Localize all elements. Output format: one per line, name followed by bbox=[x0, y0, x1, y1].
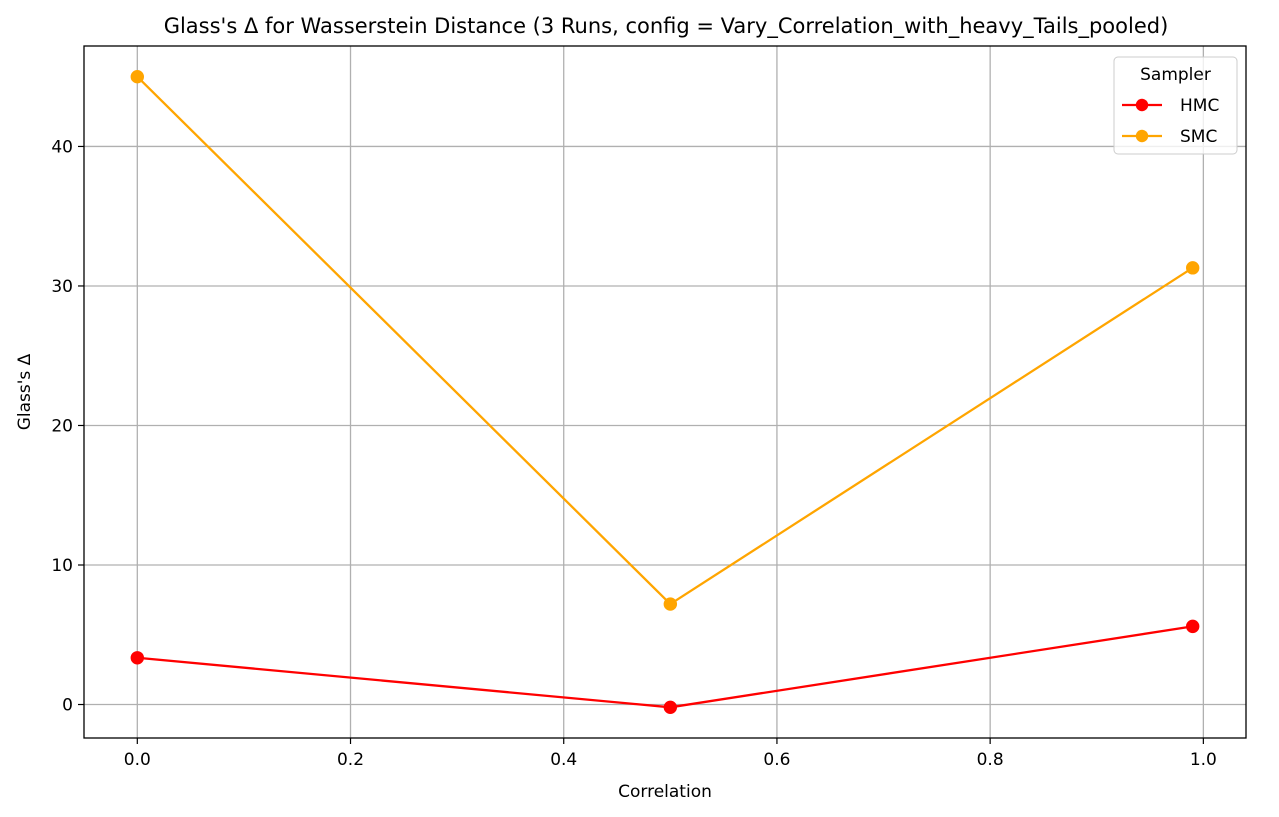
legend-label-smc: SMC bbox=[1180, 127, 1217, 147]
legend-marker-hmc bbox=[1135, 98, 1149, 112]
series-line-smc bbox=[136, 75, 1194, 606]
grid bbox=[84, 46, 1246, 738]
x-tick-label: 0.4 bbox=[550, 750, 577, 770]
data-point-smc bbox=[1185, 261, 1200, 275]
plot-frame bbox=[83, 45, 1247, 739]
legend-marker-smc bbox=[1135, 129, 1149, 143]
data-point-hmc bbox=[130, 651, 145, 665]
y-tick-label: 0 bbox=[62, 696, 73, 716]
series-layer bbox=[130, 69, 1200, 715]
ticks: 0.0 0.2 0.4 0.6 0.8 1.0 0 10 20 30 40 bbox=[51, 137, 1217, 770]
legend: Sampler HMC SMC bbox=[1113, 56, 1238, 155]
legend-label-hmc: HMC bbox=[1180, 96, 1219, 116]
y-axis-label: Glass's Δ bbox=[15, 353, 35, 430]
x-tick-label: 0.6 bbox=[763, 750, 790, 770]
x-tick-label: 1.0 bbox=[1190, 750, 1217, 770]
y-tick-label: 40 bbox=[51, 137, 73, 157]
x-tick-label: 0.2 bbox=[337, 750, 364, 770]
legend-title: Sampler bbox=[1140, 65, 1211, 85]
legend-box bbox=[1113, 56, 1238, 155]
y-tick-label: 30 bbox=[51, 277, 73, 297]
data-point-hmc bbox=[663, 700, 678, 715]
chart-title: Glass's Δ for Wasserstein Distance (3 Ru… bbox=[164, 14, 1169, 39]
y-tick-label: 10 bbox=[51, 556, 73, 576]
x-tick-label: 0.0 bbox=[124, 750, 151, 770]
y-tick-label: 20 bbox=[51, 416, 73, 436]
x-tick-label: 0.8 bbox=[977, 750, 1004, 770]
series-smc bbox=[130, 69, 1200, 611]
legend-items: HMC SMC bbox=[1122, 96, 1219, 147]
data-point-hmc bbox=[1185, 619, 1200, 634]
series-hmc bbox=[130, 619, 1200, 715]
series-line-hmc bbox=[137, 625, 1193, 709]
x-axis-label: Correlation bbox=[618, 782, 712, 802]
data-point-smc bbox=[130, 69, 145, 84]
data-point-smc bbox=[663, 597, 678, 611]
